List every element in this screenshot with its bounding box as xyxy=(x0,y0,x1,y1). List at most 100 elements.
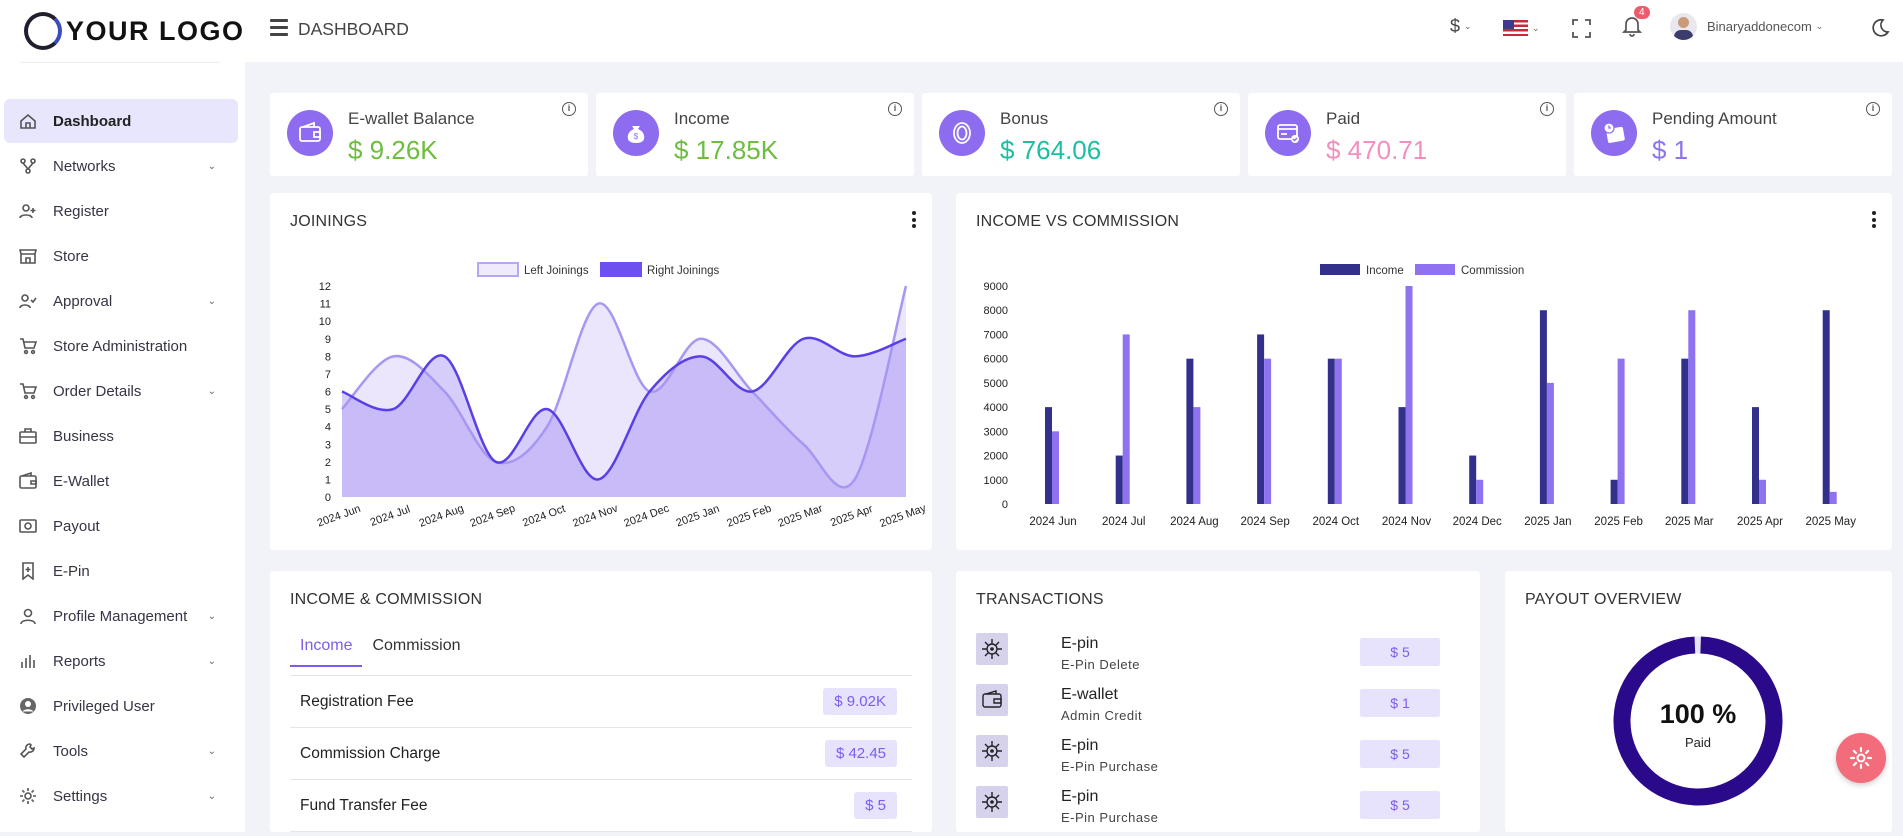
commission-bar xyxy=(1829,491,1837,504)
sidebar-item-label: Reports xyxy=(53,652,106,670)
chevron-down-icon: ⌄ xyxy=(1464,21,1472,31)
y-tick-label: 7000 xyxy=(984,329,1008,341)
payout-overview-title: PAYOUT OVERVIEW xyxy=(1525,591,1682,608)
info-icon[interactable]: i xyxy=(888,102,902,116)
sidebar-item-order-details[interactable]: Order Details ⌄ xyxy=(4,369,238,413)
language-selector[interactable]: ⌄ xyxy=(1503,20,1540,36)
x-tick-label: 2024 Jun xyxy=(316,503,363,530)
stat-card-bonus: Bonus $ 764.06 i xyxy=(922,93,1240,176)
sidebar-item-settings[interactable]: Settings ⌄ xyxy=(4,774,238,818)
y-tick-label: 12 xyxy=(319,281,331,293)
legend-swatch xyxy=(1320,264,1360,275)
sidebar-item-label: Payout xyxy=(53,517,100,535)
commission-bar xyxy=(1546,382,1554,504)
sidebar-item-e-pin[interactable]: E-Pin xyxy=(4,549,238,593)
logo[interactable]: YOUR LOGO xyxy=(24,11,245,51)
theme-toggle-button[interactable] xyxy=(1870,18,1890,38)
fullscreen-icon xyxy=(1572,19,1591,38)
money-bag-icon: $ xyxy=(613,110,659,156)
gear-icon xyxy=(1849,746,1873,770)
y-tick-label: 8 xyxy=(325,351,331,363)
sidebar-item-business[interactable]: Business xyxy=(4,414,238,458)
sidebar-item-e-wallet[interactable]: E-Wallet xyxy=(4,459,238,503)
transactions-card: TRANSACTIONS E-pin E-Pin Delete $ 5 E-wa… xyxy=(956,571,1480,832)
stat-value: $ 17.85K xyxy=(674,135,779,165)
payout-donut-chart: 100 % Paid xyxy=(1612,635,1784,807)
x-tick-label: 2025 Jan xyxy=(675,503,722,530)
sidebar-item-reports[interactable]: Reports ⌄ xyxy=(4,639,238,683)
sidebar-item-payout[interactable]: Payout xyxy=(4,504,238,548)
stat-card-pending-amount: Pending Amount $ 1 i xyxy=(1574,93,1892,176)
stat-value: $ 9.26K xyxy=(348,135,438,165)
income-bar xyxy=(1752,407,1759,504)
fullscreen-button[interactable] xyxy=(1572,19,1591,38)
right-joinings-area xyxy=(342,337,906,497)
sidebar-item-profile-management[interactable]: Profile Management ⌄ xyxy=(4,594,238,638)
fee-row: Registration Fee $ 9.02K xyxy=(290,676,912,728)
sidebar-item-dashboard[interactable]: Dashboard xyxy=(4,99,238,143)
x-tick-label: 2024 Nov xyxy=(1382,516,1431,528)
user-icon xyxy=(19,607,37,625)
info-icon[interactable]: i xyxy=(1540,102,1554,116)
notifications-button[interactable]: 4 xyxy=(1622,6,1650,37)
joinings-title: JOININGS xyxy=(290,213,368,230)
left-joinings-area xyxy=(342,286,906,497)
sidebar-item-register[interactable]: Register xyxy=(4,189,238,233)
joinings-menu-button[interactable] xyxy=(912,211,916,231)
sidebar-item-label: Profile Management xyxy=(53,607,188,625)
info-icon[interactable]: i xyxy=(1866,102,1880,116)
user-circle-icon xyxy=(19,697,37,715)
sidebar-item-label: Store Administration xyxy=(53,337,188,355)
transaction-row: E-wallet Admin Credit $ 1 xyxy=(976,684,1460,734)
tab-income[interactable]: Income xyxy=(290,631,363,667)
x-tick-label: 2024 Sep xyxy=(469,502,517,529)
income-bar xyxy=(1186,358,1194,504)
sidebar-item-store[interactable]: Store xyxy=(4,234,238,278)
y-tick-label: 11 xyxy=(320,299,331,311)
logo-text: YOUR LOGO xyxy=(66,15,245,46)
y-tick-label: 5 xyxy=(325,404,331,416)
commission-bar xyxy=(1617,358,1625,504)
info-icon[interactable]: i xyxy=(1214,102,1228,116)
income-vs-commission-menu-button[interactable] xyxy=(1872,211,1876,231)
x-tick-label: 2024 Jul xyxy=(1102,516,1145,528)
income-bar xyxy=(1327,358,1335,504)
sidebar-item-label: Privileged User xyxy=(53,697,155,715)
payout-overview-card: PAYOUT OVERVIEW 100 % Paid xyxy=(1505,571,1892,832)
commission-bar xyxy=(1334,358,1342,504)
currency-selector[interactable]: $ ⌄ xyxy=(1450,16,1472,37)
sidebar-item-networks[interactable]: Networks ⌄ xyxy=(4,144,238,188)
joinings-card: JOININGS Left Joinings Right Joinings 0 1 2 3… xyxy=(270,193,932,550)
commission-bar xyxy=(1264,358,1272,504)
store-icon xyxy=(19,247,37,265)
transaction-subtitle: E-Pin Purchase xyxy=(1061,810,1159,825)
y-tick-label: 1000 xyxy=(984,475,1008,487)
y-tick-label: 0 xyxy=(1002,499,1008,511)
notification-badge: 4 xyxy=(1634,6,1650,19)
fee-amount: $ 42.45 xyxy=(824,740,897,767)
transaction-subtitle: Admin Credit xyxy=(1061,708,1143,723)
gear-icon xyxy=(19,787,37,805)
fee-name: Fund Transfer Fee xyxy=(300,796,428,814)
user-menu[interactable]: Binaryaddonecom ⌄ xyxy=(1670,13,1823,40)
tab-commission[interactable]: Commission xyxy=(372,637,461,654)
settings-fab-button[interactable] xyxy=(1836,733,1886,783)
x-tick-label: 2024 Jul xyxy=(369,503,412,529)
commission-bar xyxy=(1759,479,1766,504)
y-tick-label: 5000 xyxy=(984,378,1008,390)
epin-icon xyxy=(976,633,1008,665)
sidebar-item-label: E-Wallet xyxy=(53,472,110,490)
sidebar-item-tools[interactable]: Tools ⌄ xyxy=(4,729,238,773)
commission-bar xyxy=(1476,479,1484,504)
chevron-down-icon: ⌄ xyxy=(207,295,216,307)
sidebar-item-approval[interactable]: Approval ⌄ xyxy=(4,279,238,323)
user-plus-icon xyxy=(19,202,37,220)
payout-icon xyxy=(19,517,37,535)
info-icon[interactable]: i xyxy=(562,102,576,116)
sidebar-item-privileged-user[interactable]: Privileged User xyxy=(4,684,238,728)
y-tick-label: 8000 xyxy=(984,305,1008,317)
menu-toggle-button[interactable] xyxy=(270,19,288,36)
transaction-title: E-wallet xyxy=(1061,686,1118,703)
sidebar-item-label: Settings xyxy=(53,787,108,805)
sidebar-item-store-administration[interactable]: Store Administration xyxy=(4,324,238,368)
